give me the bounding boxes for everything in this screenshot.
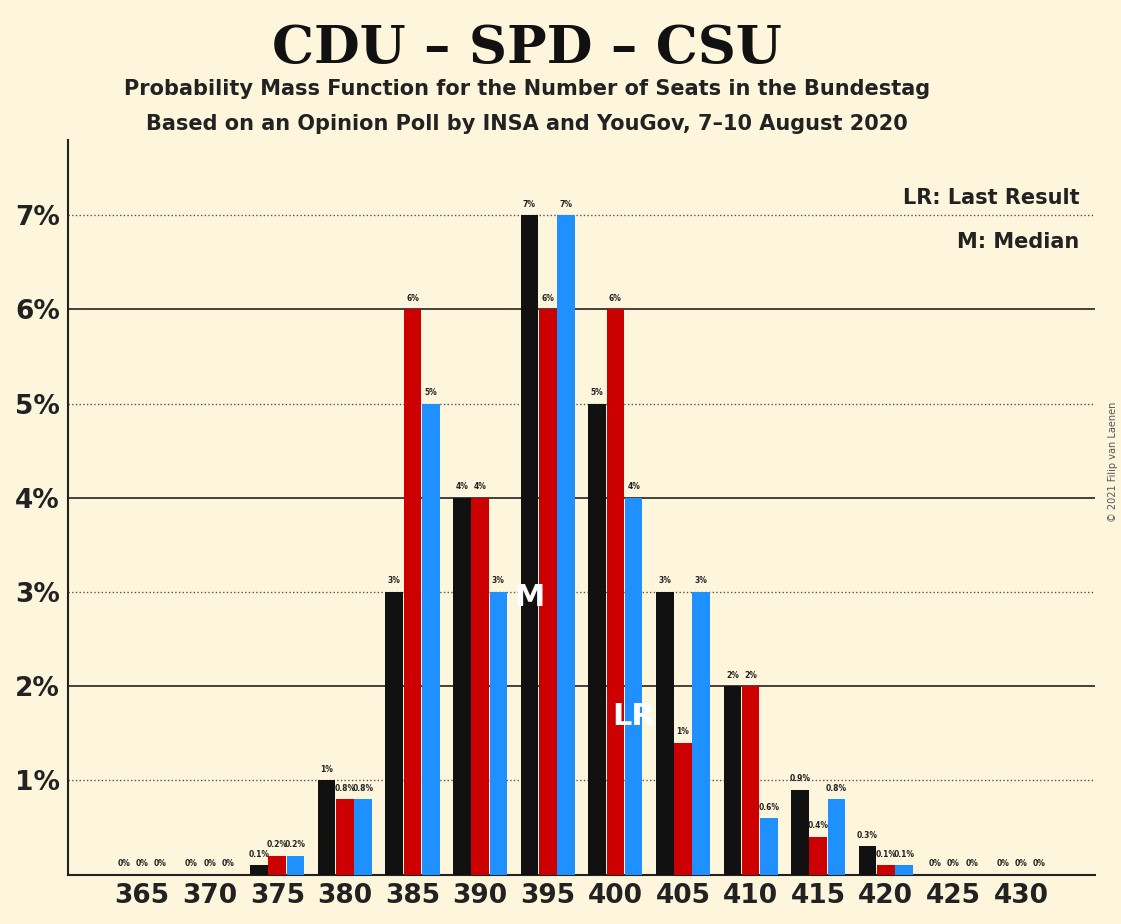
Text: 0%: 0% (1032, 859, 1046, 868)
Text: 7%: 7% (524, 200, 536, 209)
Text: 0%: 0% (136, 859, 148, 868)
Text: 0%: 0% (965, 859, 979, 868)
Bar (624, 498, 642, 875)
Text: 3%: 3% (695, 577, 707, 586)
Text: 0.1%: 0.1% (893, 850, 915, 858)
Bar (250, 865, 268, 875)
Text: 6%: 6% (541, 294, 554, 303)
Text: 5%: 5% (591, 388, 603, 397)
Text: 4%: 4% (455, 482, 469, 492)
Text: 2%: 2% (744, 671, 757, 680)
Text: Probability Mass Function for the Number of Seats in the Bundestag: Probability Mass Function for the Number… (123, 79, 930, 99)
Bar (791, 790, 808, 875)
Bar (674, 743, 692, 875)
Text: 2%: 2% (726, 671, 739, 680)
Text: 0.1%: 0.1% (876, 850, 897, 858)
Bar (521, 215, 538, 875)
Text: 0%: 0% (1015, 859, 1028, 868)
Text: 0%: 0% (118, 859, 130, 868)
Text: 7%: 7% (559, 200, 573, 209)
Text: 0.2%: 0.2% (267, 840, 288, 849)
Text: 0.2%: 0.2% (285, 840, 306, 849)
Text: 5%: 5% (425, 388, 437, 397)
Text: 0.1%: 0.1% (249, 850, 269, 858)
Bar (269, 856, 286, 875)
Bar (386, 592, 404, 875)
Text: 0%: 0% (947, 859, 960, 868)
Text: 3%: 3% (492, 577, 504, 586)
Bar (896, 865, 912, 875)
Bar (336, 799, 354, 875)
Text: 0%: 0% (203, 859, 216, 868)
Text: CDU – SPD – CSU: CDU – SPD – CSU (272, 23, 781, 74)
Bar (354, 799, 372, 875)
Text: 0%: 0% (154, 859, 167, 868)
Text: M: M (515, 583, 545, 613)
Text: M: Median: M: Median (957, 232, 1080, 251)
Text: Based on an Opinion Poll by INSA and YouGov, 7–10 August 2020: Based on an Opinion Poll by INSA and You… (146, 114, 908, 134)
Text: 0.9%: 0.9% (789, 774, 810, 784)
Bar (589, 404, 606, 875)
Bar (421, 404, 439, 875)
Bar (404, 310, 421, 875)
Bar (760, 818, 778, 875)
Text: 0.6%: 0.6% (759, 803, 779, 811)
Text: 0%: 0% (185, 859, 197, 868)
Text: LR: LR (612, 702, 655, 731)
Bar (827, 799, 845, 875)
Text: 3%: 3% (658, 577, 671, 586)
Bar (539, 310, 556, 875)
Text: 0.3%: 0.3% (858, 831, 878, 840)
Bar (471, 498, 489, 875)
Text: 4%: 4% (474, 482, 487, 492)
Text: © 2021 Filip van Laenen: © 2021 Filip van Laenen (1109, 402, 1118, 522)
Bar (287, 856, 304, 875)
Bar (606, 310, 624, 875)
Text: 0%: 0% (997, 859, 1009, 868)
Bar (877, 865, 895, 875)
Text: 0.8%: 0.8% (334, 784, 355, 793)
Bar (656, 592, 674, 875)
Bar (557, 215, 575, 875)
Text: 3%: 3% (388, 577, 400, 586)
Text: LR: Last Result: LR: Last Result (902, 188, 1080, 208)
Bar (318, 781, 335, 875)
Bar (693, 592, 710, 875)
Bar (490, 592, 507, 875)
Bar (859, 846, 877, 875)
Text: 1%: 1% (677, 727, 689, 736)
Bar (453, 498, 471, 875)
Text: 6%: 6% (609, 294, 622, 303)
Text: 0%: 0% (222, 859, 234, 868)
Text: 0.4%: 0.4% (808, 821, 828, 831)
Bar (809, 837, 827, 875)
Text: 4%: 4% (627, 482, 640, 492)
Text: 0%: 0% (929, 859, 942, 868)
Bar (723, 687, 741, 875)
Text: 0.8%: 0.8% (826, 784, 847, 793)
Text: 1%: 1% (321, 765, 333, 773)
Bar (742, 687, 759, 875)
Text: 0.8%: 0.8% (353, 784, 373, 793)
Text: 6%: 6% (406, 294, 419, 303)
